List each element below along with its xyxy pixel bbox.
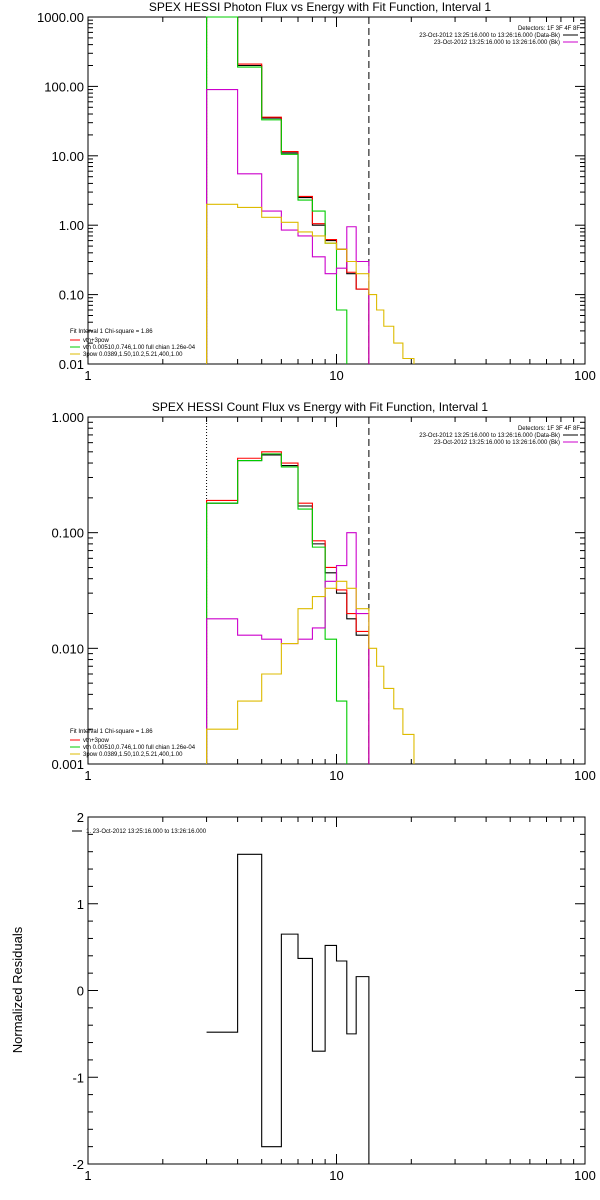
y-tick-label: 1.000: [51, 410, 84, 425]
y-tick-label: -1: [72, 1070, 84, 1085]
histogram-series-4: [206, 203, 415, 364]
panel2-legend-vth: vth 0.00510,0.746,1.00 full chian 1.26e-…: [83, 745, 196, 751]
panel2-legend-3pow: 3pow 0.0389,1.50,10.2,5.21,400,1.00: [83, 752, 183, 758]
histogram-series-3: [206, 89, 370, 364]
panel1-bk-interval-label: 23-Oct-2012 13:25:16.000 to 13:26:16.000…: [434, 40, 560, 46]
panel1-legend-3pow: 3pow 0.0389,1.50,10.2,5.21,400,1.00: [83, 352, 183, 358]
panel3-plot-frame: [87, 816, 586, 1165]
histogram-series-1: [206, 16, 370, 364]
y-tick-label: 1.00: [59, 218, 84, 233]
x-tick-label: 1: [84, 1168, 91, 1183]
panel3-legend-label: 1. 23-Oct-2012 13:25:16.000 to 13:26:16.…: [86, 829, 207, 835]
histogram-series-2: [206, 453, 348, 764]
histogram-series-4: [206, 580, 415, 764]
panel2-content: 1 10 100 0.001 0.010 0.100 1.000: [51, 410, 595, 783]
panel2-legend-total: vth+3pow: [83, 738, 110, 744]
panel1-title: SPEX HESSI Photon Flux vs Energy with Fi…: [149, 0, 491, 14]
histogram-series-0: [206, 853, 370, 1164]
y-tick-label: 10.00: [51, 149, 84, 164]
panel1-legend-total: vth+3pow: [83, 338, 110, 344]
x-tick-label: 100: [574, 368, 596, 383]
panel3-y-axis-label: Normalized Residuals: [10, 926, 25, 1053]
residuals-panel: 1 10 100 -2 -1 0 1 2 Normalized Residuals 1. 23…: [10, 810, 596, 1183]
x-tick-label: 10: [329, 368, 343, 383]
panel1-plot-frame: [87, 16, 586, 365]
photon-flux-panel: SPEX HESSI Photon Flux vs Energy with Fi…: [37, 0, 596, 383]
y-tick-label: 2: [77, 810, 84, 825]
histogram-series-0: [206, 16, 370, 364]
y-tick-label: 0: [77, 984, 84, 999]
y-tick-label: 0.100: [51, 526, 84, 541]
histogram-series-3: [206, 532, 370, 764]
histogram-series-1: [206, 451, 370, 764]
panel2-fit-interval-label: Fit Interval 1 Chi-square = 1.86: [70, 729, 153, 735]
y-tick-label: -2: [72, 1157, 84, 1172]
histogram-series-0: [206, 454, 370, 764]
panel2-title: SPEX HESSI Count Flux vs Energy with Fit…: [152, 400, 488, 414]
y-tick-label: 100.00: [44, 79, 84, 94]
panel2-data-interval-label: 23-Oct-2012 13:25:16.000 to 13:26:16.000…: [419, 433, 560, 439]
panel1-content: 1 10 100 0.01 0.10 1.00 10.00 100.00 1000.00: [37, 10, 596, 383]
panel3-content: 1 10 100 -2 -1 0 1 2: [72, 810, 595, 1183]
y-tick-label: 1000.00: [37, 10, 84, 25]
panel1-detectors-label: Detectors: 1F 3F 4F 8F: [518, 26, 580, 32]
x-tick-label: 1: [84, 768, 91, 783]
histogram-series-2: [206, 16, 348, 364]
x-tick-label: 10: [329, 1168, 343, 1183]
panel2-bk-interval-label: 23-Oct-2012 13:25:16.000 to 13:26:16.000…: [434, 440, 560, 446]
x-tick-label: 100: [574, 1168, 596, 1183]
panel1-legend-vth: vth 0.00510,0.746,1.00 full chian 1.26e-…: [83, 345, 196, 351]
x-tick-label: 100: [574, 768, 596, 783]
panel1-fit-interval-label: Fit Interval 1 Chi-square = 1.86: [70, 329, 153, 335]
panel2-detectors-label: Detectors: 1F 3F 4F 8F: [518, 426, 580, 432]
y-tick-label: 0.001: [51, 757, 84, 772]
x-tick-label: 10: [329, 768, 343, 783]
panel1-data-interval-label: 23-Oct-2012 13:25:16.000 to 13:26:16.000…: [419, 33, 560, 39]
y-tick-label: 0.10: [59, 288, 84, 303]
y-tick-label: 0.010: [51, 641, 84, 656]
y-tick-label: 0.01: [59, 357, 84, 372]
y-tick-label: 1: [77, 897, 84, 912]
x-tick-label: 1: [84, 368, 91, 383]
count-flux-panel: SPEX HESSI Count Flux vs Energy with Fit…: [51, 400, 595, 783]
